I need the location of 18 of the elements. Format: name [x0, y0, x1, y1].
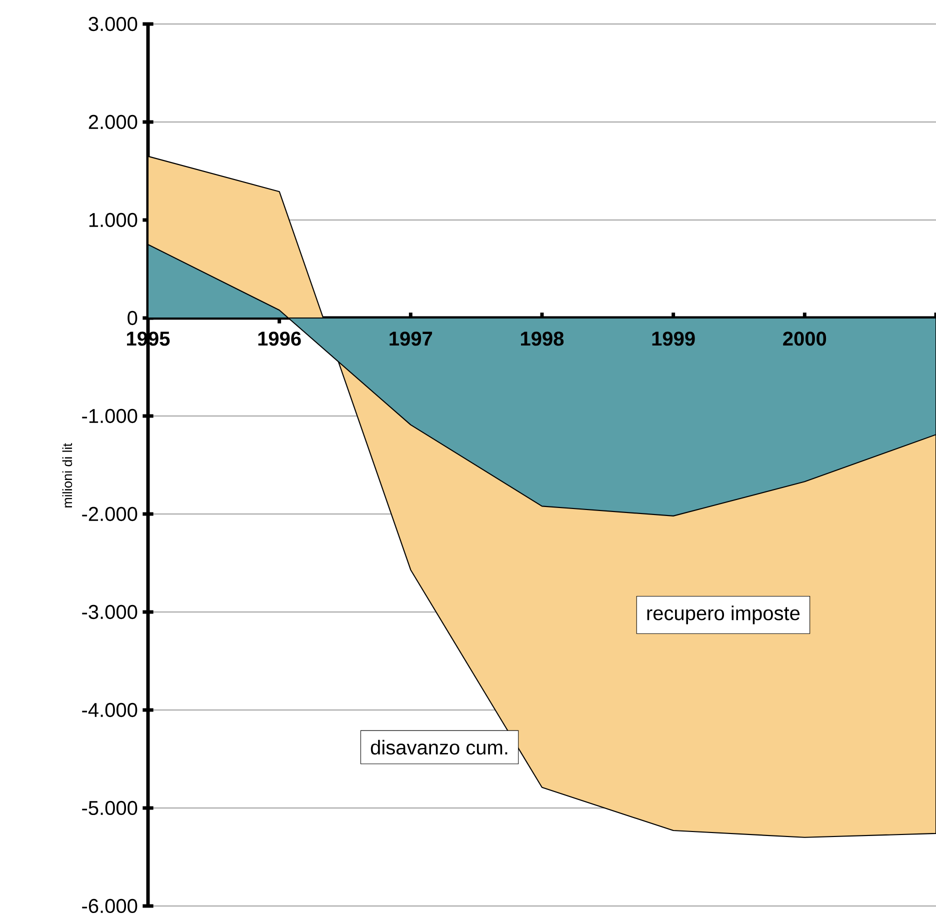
y-tick-label: 1.000 [89, 212, 138, 228]
y-tick-label: -3.000 [82, 604, 138, 620]
x-tick-label: 1997 [390, 332, 432, 346]
annotation: disavanzo cum. [370, 740, 508, 755]
y-tick-label: -5.000 [82, 800, 138, 816]
annotation: recupero imposte [647, 606, 800, 624]
y-tick-label: -4.000 [82, 702, 138, 718]
x-tick-label: 1996 [258, 332, 301, 346]
y-tick-label: 2.000 [88, 114, 138, 130]
y-tick-label: -6.000 [82, 898, 138, 914]
y-tick-label: 3.000 [88, 16, 138, 32]
y-tick-label: 0 [128, 310, 138, 326]
y-tick-label: -2.000 [82, 506, 138, 522]
x-tick-label: 1999 [652, 332, 695, 346]
y-tick-label: -1.000 [82, 408, 138, 424]
y-axis-title: milioni di lit [62, 443, 72, 508]
x-tick-label: 1998 [521, 332, 564, 346]
x-tick-label: 2000 [783, 332, 826, 346]
